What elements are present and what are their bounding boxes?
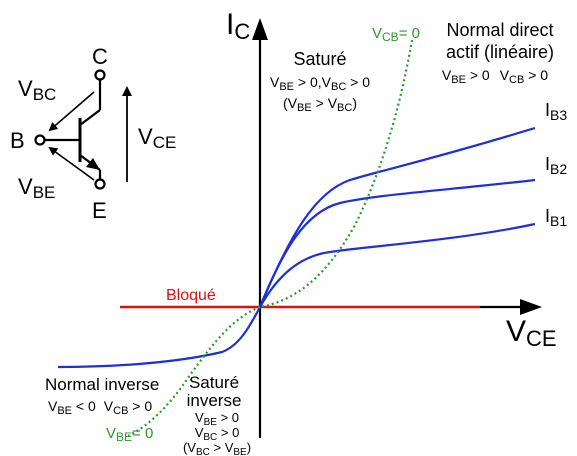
region-normal-inverse-cond: VBE < 0 VCB > 0 (48, 398, 152, 417)
emitter-terminal (94, 178, 106, 190)
region-normal-direct-cond: VBE > 0 VCB > 0 (442, 67, 548, 86)
x-axis-label: VCE (506, 315, 557, 351)
curve-inverse (57, 306, 261, 369)
label-ib3: IB3 (545, 100, 567, 123)
region-bloque-title: Bloqué (166, 287, 216, 304)
region-sature-inverse-cond1: VBE > 0 (195, 410, 239, 428)
base-label: B (10, 128, 25, 153)
region-sature-inverse-cond2: VBC > 0 (195, 425, 240, 443)
region-sature-title: Saturé (293, 49, 346, 69)
x-axis-arrow (520, 299, 542, 315)
boundary-vbe0 (127, 305, 261, 437)
region-sature-cond2: (VBE > VBC) (283, 95, 357, 114)
region-normal-inverse-title: Normal inverse (45, 375, 159, 394)
region-sature-inverse-title1: Saturé (189, 373, 239, 392)
region-sature-inverse-title2: inverse (187, 391, 242, 410)
emitter-arrow (86, 158, 100, 170)
collector-terminal (94, 69, 106, 81)
vbe-label: VBE (18, 174, 55, 202)
curve-ib1 (259, 222, 536, 308)
base-terminal (34, 134, 46, 146)
vbc-arrow (48, 91, 95, 132)
region-normal-direct-title2: actif (linéaire) (446, 42, 554, 62)
region-sature-inverse-cond3: (VBC > VBE) (183, 440, 251, 456)
region-sature-cond1: VBE > 0,VBC > 0 (270, 74, 370, 93)
npn-transistor-symbol (34, 69, 106, 190)
vbe-arrow (48, 146, 95, 181)
emitter-label: E (92, 198, 107, 223)
region-normal-direct-title1: Normal direct (446, 20, 553, 40)
curve-ib2 (258, 178, 536, 308)
label-vbe0: VBE= 0 (106, 425, 153, 444)
curve-ib3 (258, 126, 536, 308)
y-axis-label: IC (226, 8, 250, 44)
collector-label: C (92, 44, 108, 69)
vbc-label: VBC (18, 76, 56, 104)
vce-label: VCE (138, 124, 176, 152)
label-ib2: IB2 (545, 154, 567, 177)
label-vcb0: VCB= 0 (372, 25, 420, 44)
y-axis-arrow (252, 18, 268, 40)
label-ib1: IB1 (545, 206, 567, 229)
